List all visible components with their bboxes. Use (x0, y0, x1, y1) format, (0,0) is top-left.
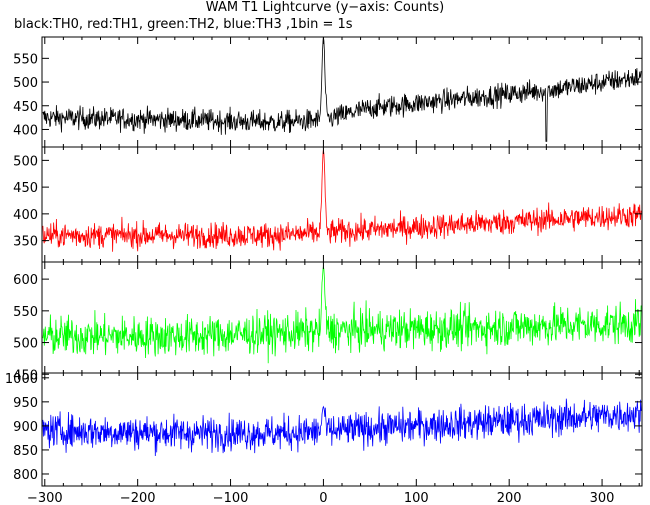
panel-th1: 350 400 450 500 (13, 146, 643, 263)
chart-title: WAM T1 Lightcurve (y−axis: Counts) (205, 0, 445, 15)
x-tick-label: 200 (497, 491, 522, 505)
chart-subtitle: black:TH0, red:TH1, green:TH2, blue:TH3 … (14, 17, 353, 32)
y-tick-label: 500 (13, 76, 38, 91)
y-tick-label: 600 (13, 273, 38, 288)
y-tick-label: 500 (13, 154, 38, 169)
x-tick-label: 300 (590, 491, 615, 505)
series-line-th1 (42, 149, 642, 252)
y-tick-label: 850 (13, 444, 38, 459)
y-tick-label: 350 (13, 235, 38, 250)
x-tick-label: −200 (120, 491, 156, 505)
panel-th3: 800 850 900 950 1000 −300 −200 −100 0 100 200 300 (5, 372, 643, 505)
y-tick-label: 450 (13, 100, 38, 115)
y-tick-label: 400 (13, 123, 38, 138)
panel-th2: 450 500 550 600 (13, 261, 643, 383)
series-line-th0 (42, 37, 642, 142)
x-tick-label: −300 (27, 491, 63, 505)
y-tick-label: 450 (13, 368, 38, 383)
y-tick-label: 550 (13, 52, 38, 67)
y-tick-label: 1000 (5, 372, 38, 387)
panel-th0: 400 450 500 550 (13, 36, 643, 148)
y-tick-label: 950 (13, 396, 38, 411)
plot-frame (41, 261, 643, 374)
x-tick-label: 100 (404, 491, 429, 505)
y-tick-label: 400 (13, 208, 38, 223)
series-line-th3 (42, 398, 642, 457)
y-tick-label: 800 (13, 468, 38, 483)
x-tick-label: 0 (319, 491, 327, 505)
y-tick-label: 500 (13, 337, 38, 352)
x-tick-label: −100 (213, 491, 249, 505)
y-tick-label: 450 (13, 181, 38, 196)
y-tick-label: 900 (13, 420, 38, 435)
series-line-th2 (42, 266, 642, 364)
y-tick-label: 550 (13, 305, 38, 320)
